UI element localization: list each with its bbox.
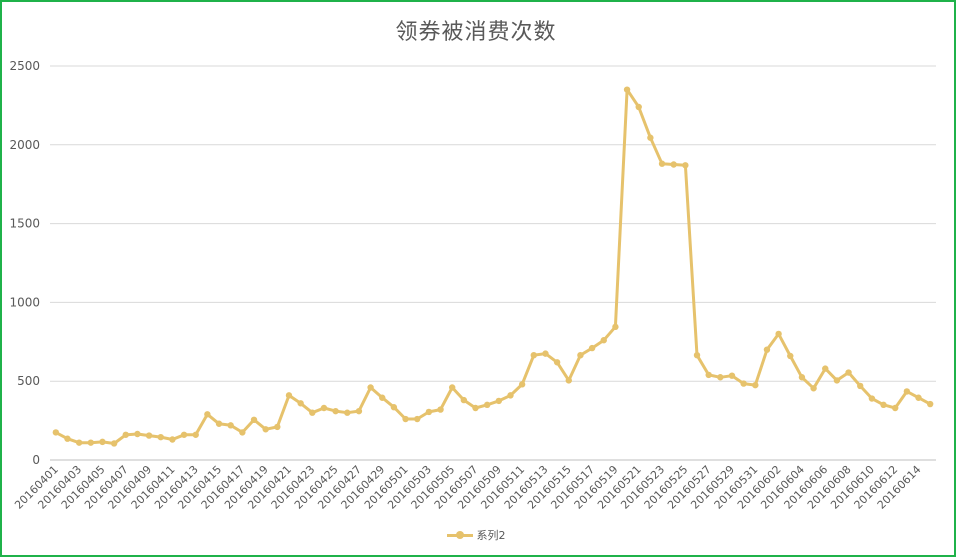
data-point: [390, 404, 398, 411]
data-point: [180, 431, 188, 438]
data-point: [763, 346, 771, 353]
data-point: [717, 374, 724, 381]
data-point: [52, 429, 60, 436]
data-point: [880, 401, 887, 409]
chart-title: 领券被消费次数: [395, 20, 557, 45]
data-point: [915, 394, 922, 401]
legend-swatch: [446, 530, 473, 540]
data-point: [693, 351, 701, 359]
data-point: [612, 323, 619, 331]
data-point: [64, 435, 71, 442]
data-point: [495, 397, 503, 405]
data-point: [250, 416, 258, 424]
data-point: [810, 385, 817, 392]
data-point: [110, 440, 118, 447]
y-tick-label: 2500: [9, 59, 40, 73]
data-point: [635, 103, 642, 111]
data-point: [833, 377, 841, 384]
data-point: [344, 409, 351, 416]
data-point: [857, 382, 864, 390]
data-point: [75, 439, 83, 446]
data-point: [262, 426, 269, 433]
data-point: [588, 344, 596, 352]
data-point: [752, 381, 759, 389]
data-point: [798, 374, 806, 381]
data-point: [437, 406, 444, 413]
data-point: [274, 423, 281, 431]
data-point: [320, 404, 328, 412]
data-point: [775, 330, 782, 338]
data-point: [145, 432, 153, 439]
data-point: [822, 365, 829, 372]
data-point: [740, 380, 747, 387]
data-point: [192, 431, 199, 438]
data-point: [542, 350, 549, 357]
data-point: [658, 160, 666, 167]
data-point: [204, 411, 211, 418]
data-point: [309, 409, 316, 416]
data-point: [285, 392, 293, 399]
data-point: [705, 371, 712, 379]
legend: 系列2: [0, 527, 952, 543]
data-point: [647, 134, 654, 141]
data-point: [682, 162, 689, 169]
series-line: [55, 88, 931, 445]
data-point: [122, 431, 129, 438]
data-point: [600, 337, 607, 344]
data-point: [402, 415, 409, 423]
data-point: [227, 422, 234, 429]
data-point: [728, 372, 736, 379]
data-point: [553, 359, 561, 366]
data-point: [903, 388, 911, 395]
data-point: [891, 404, 899, 412]
data-point: [787, 352, 794, 360]
y-tick-label: 1500: [9, 217, 40, 231]
y-tick-label: 0: [32, 453, 40, 467]
data-point: [670, 161, 677, 168]
data-point: [845, 369, 852, 376]
data-point: [483, 401, 491, 409]
y-tick-label: 2000: [9, 138, 40, 152]
data-point: [565, 377, 572, 384]
data-point: [215, 420, 223, 427]
data-point: [926, 400, 934, 408]
data-point: [87, 439, 95, 446]
legend-label: 系列2: [476, 529, 506, 542]
data-point: [157, 433, 164, 441]
data-point: [623, 86, 631, 93]
data-point: [507, 392, 514, 399]
data-point: [868, 395, 876, 402]
y-tick-label: 500: [17, 374, 40, 388]
data-point: [355, 407, 363, 415]
data-point: [239, 429, 246, 436]
y-tick-label: 1000: [9, 295, 40, 309]
data-point: [577, 351, 584, 359]
data-point: [99, 438, 106, 446]
data-point: [134, 430, 141, 438]
data-point: [472, 404, 479, 412]
data-point: [169, 436, 176, 443]
data-point: [530, 351, 538, 359]
data-point: [460, 396, 468, 404]
data-point: [332, 407, 339, 415]
data-point: [367, 384, 374, 391]
data-point: [518, 381, 526, 388]
data-point: [379, 394, 386, 401]
data-point: [297, 400, 304, 407]
data-point: [425, 408, 433, 416]
data-point: [414, 415, 421, 423]
data-point: [448, 384, 456, 391]
